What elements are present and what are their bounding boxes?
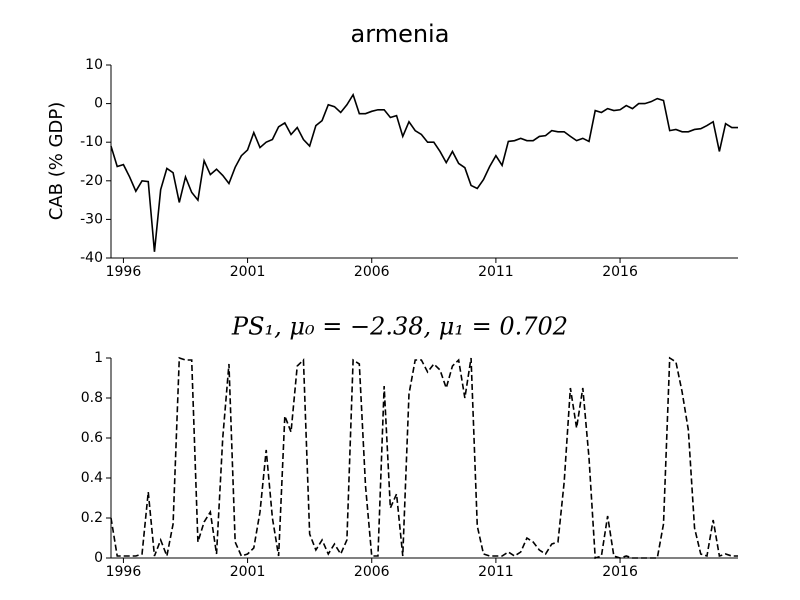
y-axis-label: CAB (% GDP) xyxy=(46,102,67,221)
y-tick-label: 0 xyxy=(94,96,103,112)
y-tick-label: -30 xyxy=(80,211,103,227)
y-tick-label: 0.4 xyxy=(81,470,103,486)
y-tick-label: 0.2 xyxy=(81,510,103,526)
x-tick-label: 1996 xyxy=(106,264,142,280)
y-tick-label: 0 xyxy=(94,550,103,566)
data-line xyxy=(110,356,738,560)
y-tick-label: 0.6 xyxy=(81,430,103,446)
x-tick-label: 2006 xyxy=(354,564,390,580)
x-tick-label: 2001 xyxy=(230,264,266,280)
y-tick-label: -10 xyxy=(80,134,103,150)
y-tick-label: 10 xyxy=(85,57,103,73)
chart-title: armenia xyxy=(351,20,450,48)
x-tick-label: 2001 xyxy=(230,564,266,580)
y-tick-label: -20 xyxy=(80,173,103,189)
x-tick-label: 1996 xyxy=(106,564,142,580)
x-tick-label: 2016 xyxy=(602,264,638,280)
x-tick-label: 2016 xyxy=(602,564,638,580)
data-line xyxy=(110,92,738,252)
y-tick-label: 0.8 xyxy=(81,390,103,406)
chart-title: PS₁, μ₀ = −2.38, μ₁ = 0.702 xyxy=(231,313,568,341)
x-tick-label: 2011 xyxy=(478,564,514,580)
x-tick-label: 2011 xyxy=(478,264,514,280)
y-tick-label: -40 xyxy=(80,250,103,266)
y-tick-label: 1 xyxy=(94,350,103,366)
x-tick-label: 2006 xyxy=(354,264,390,280)
